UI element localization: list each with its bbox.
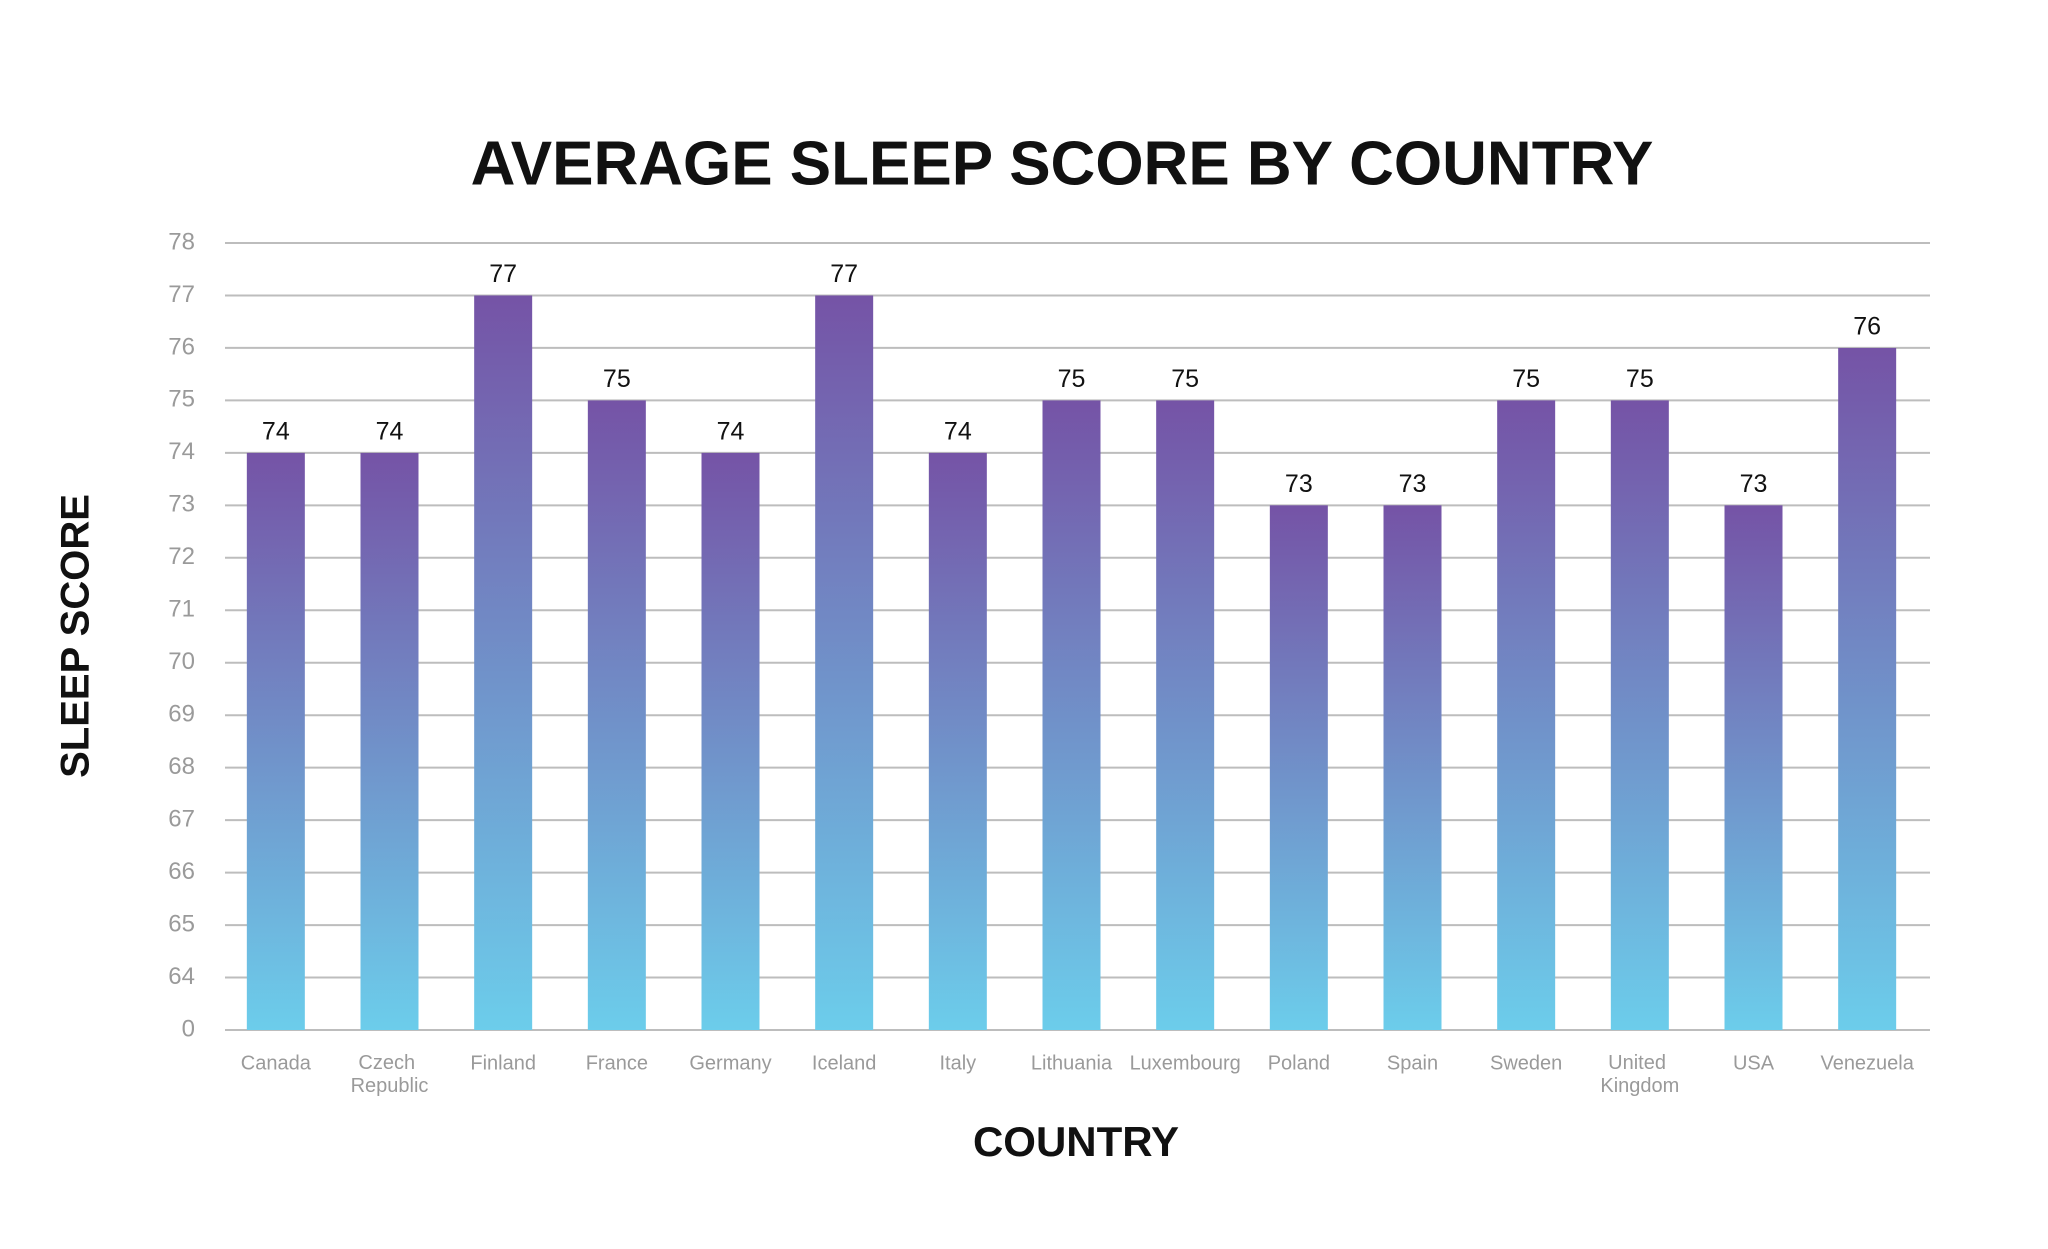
data-label: 75 <box>1058 365 1086 393</box>
x-tick-label: Canada <box>241 1052 312 1074</box>
bar <box>928 452 987 1030</box>
bar <box>360 452 419 1030</box>
data-label: 73 <box>1285 470 1313 498</box>
bar <box>246 452 305 1030</box>
x-tick-label: Luxembourg <box>1130 1052 1241 1074</box>
bar <box>1610 400 1669 1030</box>
y-tick-label: 77 <box>168 281 195 308</box>
data-label: 75 <box>1626 365 1654 393</box>
data-label: 76 <box>1853 313 1881 341</box>
y-tick-label: 67 <box>168 805 195 832</box>
y-tick-label: 76 <box>168 333 195 360</box>
bar <box>1042 400 1101 1030</box>
bar <box>701 452 760 1030</box>
x-tick-label: France <box>586 1052 648 1074</box>
x-axis-label: COUNTRY <box>973 1118 1179 1165</box>
y-tick-label: 68 <box>168 753 195 780</box>
y-tick-label: 64 <box>168 963 195 990</box>
data-label: 74 <box>717 417 745 445</box>
y-tick-label: 66 <box>168 858 195 885</box>
x-tick-label: Czech Republic <box>351 1052 429 1097</box>
bar <box>1269 505 1328 1030</box>
bar <box>474 295 533 1030</box>
y-tick-label: 72 <box>168 543 195 570</box>
data-label: 73 <box>1399 470 1427 498</box>
y-tick-label: 75 <box>168 386 195 413</box>
chart-title: AVERAGE SLEEP SCORE BY COUNTRY <box>471 129 1654 198</box>
y-tick-label: 78 <box>168 228 195 255</box>
x-tick-label: Venezuela <box>1820 1052 1914 1074</box>
y-axis-label: SLEEP SCORE <box>54 494 98 778</box>
y-tick-label: 74 <box>168 438 195 465</box>
x-tick-label: USA <box>1733 1052 1775 1074</box>
data-label: 77 <box>830 260 858 288</box>
x-tick-label: Poland <box>1268 1052 1330 1074</box>
x-tick-label: Germany <box>689 1052 771 1074</box>
bar <box>815 295 874 1030</box>
x-tick-label: United Kingdom <box>1600 1052 1679 1097</box>
y-tick-label: 70 <box>168 648 195 675</box>
y-tick-label: 73 <box>168 491 195 518</box>
bar <box>587 400 646 1030</box>
x-tick-label: Lithuania <box>1031 1052 1113 1074</box>
bar <box>1724 505 1783 1030</box>
y-tick-label: 65 <box>168 910 195 937</box>
bar <box>1838 347 1897 1030</box>
x-tick-label: Sweden <box>1490 1052 1562 1074</box>
data-label: 75 <box>1512 365 1540 393</box>
bar <box>1156 400 1215 1030</box>
bar <box>1383 505 1442 1030</box>
data-label: 75 <box>603 365 631 393</box>
y-tick-label: 69 <box>168 701 195 728</box>
y-tick-label: 0 <box>182 1015 195 1042</box>
x-tick-label: Italy <box>939 1052 976 1074</box>
data-label: 75 <box>1171 365 1199 393</box>
data-label: 74 <box>262 417 290 445</box>
data-label: 77 <box>489 260 517 288</box>
data-label: 73 <box>1740 470 1768 498</box>
x-tick-label: Iceland <box>812 1052 877 1074</box>
y-tick-label: 71 <box>168 596 195 623</box>
x-tick-label: Spain <box>1387 1052 1438 1074</box>
x-tick-label: Finland <box>470 1052 536 1074</box>
data-label: 74 <box>376 417 404 445</box>
data-label: 74 <box>944 417 972 445</box>
bar <box>1497 400 1556 1030</box>
